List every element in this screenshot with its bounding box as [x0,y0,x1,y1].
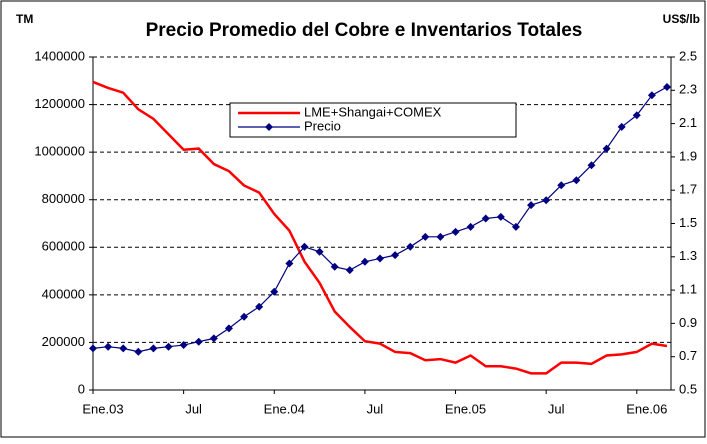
data-point [179,341,188,350]
data-point [89,344,97,353]
x-tick-label: Ene.03 [82,401,123,416]
data-point [134,347,143,356]
data-point [119,344,128,353]
data-point [209,334,218,343]
data-point [376,254,384,263]
data-point [557,181,566,190]
data-point [255,302,264,311]
legend-label: Precio [304,118,341,133]
data-point [149,344,158,353]
data-point [572,176,581,185]
legend-marker [265,123,273,131]
data-point [240,312,249,321]
data-point [330,262,339,271]
data-point [421,232,430,241]
data-point [632,111,641,120]
legend-box [229,102,517,138]
data-point [224,324,233,333]
data-point [511,222,520,231]
data-point [587,161,596,170]
data-point [451,227,460,236]
y2-tick-label: 2.5 [679,48,697,63]
chart-title: Precio Promedio del Cobre e Inventarios … [146,20,583,41]
y2-tick-label: 2.1 [679,115,697,130]
y2-tick-label: 0.7 [679,348,697,363]
y-tick-label: 400000 [42,286,85,301]
y2-tick-label: 1.7 [679,182,697,197]
data-point [466,222,475,231]
data-point [527,201,536,210]
x-tick-label: Ene.06 [626,401,667,416]
data-point [647,91,656,100]
y-tick-label: 1400000 [34,48,85,63]
data-point [345,266,354,275]
y-tick-label: 600000 [42,239,85,254]
data-point [194,337,203,346]
data-point [542,196,551,205]
data-point [164,342,173,351]
y2-tick-label: 0.5 [679,381,697,396]
y2-axis-label: US$/lb [663,12,700,26]
y2-tick-label: 1.3 [679,248,697,263]
y2-tick-label: 1.9 [679,148,697,163]
data-point [315,247,324,256]
data-point [496,212,505,221]
y-tick-label: 800000 [42,191,85,206]
legend-label: LME+Shangai+COMEX [304,104,442,119]
y2-tick-label: 2.3 [679,82,697,97]
data-point [285,259,294,268]
y-tick-label: 200000 [42,334,85,349]
x-tick-label: Jul [185,401,202,416]
y2-tick-label: 1.5 [679,215,697,230]
data-point [406,242,415,251]
x-tick-label: Jul [367,401,384,416]
data-point [663,82,671,91]
data-point [270,287,279,296]
data-point [360,257,369,266]
y2-tick-label: 1.1 [679,282,697,297]
data-point [300,242,309,251]
y-tick-label: 1200000 [34,96,85,111]
x-tick-label: Jul [548,401,565,416]
data-point [617,122,626,131]
data-point [436,232,445,241]
data-point [391,251,400,260]
y2-tick-label: 0.9 [679,315,697,330]
data-point [104,342,113,351]
data-point [481,214,490,223]
series-line [92,80,668,375]
x-tick-label: Ene.05 [445,401,486,416]
y-tick-label: 0 [78,381,85,396]
y-axis-label: TM [16,12,33,26]
x-tick-label: Ene.04 [264,401,305,416]
data-point [602,144,611,153]
y-tick-label: 1000000 [34,144,85,159]
